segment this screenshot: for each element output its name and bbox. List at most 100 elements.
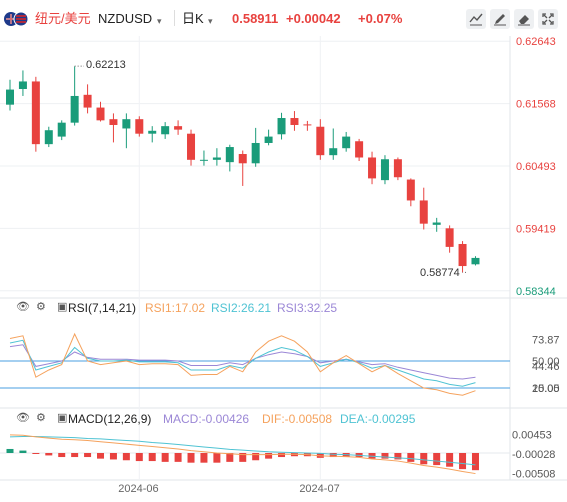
gear-icon[interactable]: ⚙: [36, 412, 46, 424]
candle-body: [6, 89, 14, 105]
macd-histogram-bar: [19, 450, 27, 453]
candle-body: [70, 95, 79, 123]
eraser-icon: [518, 15, 530, 26]
macd-histogram-bar: [407, 453, 415, 462]
macd-histogram-bar: [187, 453, 195, 463]
info-icon[interactable]: ▣: [57, 412, 68, 424]
candle-body: [432, 222, 441, 225]
time-axis: 2024-06 2024-07: [118, 483, 339, 495]
macd-histogram-bar: [58, 453, 66, 458]
rsi2-value: RSI2:26.21: [211, 301, 272, 315]
price-change: +0.00042: [286, 11, 341, 26]
rsi-tick-label: 44.46: [532, 361, 560, 373]
rsi-series: [0, 332, 510, 396]
rsi-title: RSI(7,14,21): [68, 301, 137, 315]
macd-histogram-bar: [200, 453, 208, 463]
period-selector[interactable]: 日K: [182, 11, 204, 26]
macd-histogram-bar: [97, 453, 105, 459]
macd-histogram-bar: [84, 453, 92, 458]
macd-histogram-bar: [239, 453, 247, 462]
macd-histogram-bar: [226, 453, 234, 462]
chevron-down-icon[interactable]: ▾: [208, 16, 213, 26]
macd-histogram-bar: [252, 453, 260, 461]
time-tick-label: 2024-07: [299, 483, 339, 495]
candle-body: [148, 130, 157, 134]
candle-body: [44, 130, 53, 145]
candle-body: [458, 243, 467, 267]
candle-body: [406, 179, 415, 201]
macd-histogram-bar: [329, 453, 337, 458]
candle-body: [471, 257, 480, 265]
candle-body: [212, 157, 221, 160]
candle-body: [445, 228, 454, 247]
toolbar: 纽元/美元 NZDUSD ▾ 日K ▾ 0.58911 +0.00042 +0.…: [0, 0, 567, 36]
macd-histogram-bar: [278, 453, 286, 458]
candle-body: [109, 119, 118, 125]
time-tick-label: 2024-06: [118, 483, 158, 495]
divider: [174, 10, 175, 26]
draw-tool-button[interactable]: [490, 9, 510, 29]
low-price-label: 0.58774: [420, 267, 460, 279]
fullscreen-button[interactable]: [538, 9, 558, 29]
rsi-tick-label: 20.00: [532, 383, 560, 395]
macd-histogram-bar: [433, 453, 441, 466]
indicator-chart-button[interactable]: [466, 9, 486, 29]
candle-body: [57, 122, 66, 137]
candle-body: [393, 159, 402, 178]
candle-body: [161, 126, 170, 135]
macd-histogram-bar: [135, 453, 143, 462]
rsi3-value: RSI3:32.25: [277, 301, 338, 315]
macd-histogram-bar: [109, 453, 117, 460]
candle-body: [122, 119, 131, 129]
candle-body: [368, 157, 377, 179]
candle-body: [187, 133, 196, 160]
candle-body: [277, 118, 286, 135]
candle-body: [264, 136, 273, 143]
macd-histogram-bar: [381, 453, 389, 459]
macd-histogram-bar: [71, 453, 79, 458]
macd-histogram-bar: [420, 453, 428, 465]
candlestick-series: [6, 65, 480, 273]
macd-histogram-bar: [161, 453, 169, 462]
candle-body: [380, 159, 389, 181]
candle-body: [303, 124, 312, 126]
macd-tick-label: -0.00028: [512, 449, 555, 461]
rsi-tick-label: 50.00: [532, 356, 560, 368]
price-tick-label: 0.58344: [516, 286, 556, 298]
candle-body: [18, 81, 27, 89]
visibility-icon[interactable]: 👁: [16, 301, 30, 313]
price-change-percent: +0.07%: [358, 11, 403, 26]
pencil-icon: [494, 14, 506, 26]
macd-histogram-bar: [174, 453, 182, 462]
candle-body: [225, 147, 234, 163]
last-price: 0.58911: [232, 11, 279, 26]
info-icon[interactable]: ▣: [57, 301, 68, 313]
price-axis: 0.62643 0.61568 0.60493 0.59419 0.58344: [516, 36, 556, 298]
macd-tick-label: 0.00453: [512, 430, 552, 442]
price-tick-label: 0.62643: [516, 36, 556, 48]
visibility-icon[interactable]: 👁: [16, 412, 30, 424]
price-tick-label: 0.59419: [516, 223, 556, 235]
price-tick-label: 0.61568: [516, 99, 556, 111]
rsi1-value: RSI1:17.02: [145, 301, 206, 315]
gear-icon[interactable]: ⚙: [36, 301, 46, 313]
macd-histogram-bar: [32, 453, 40, 454]
erase-button[interactable]: [514, 9, 534, 29]
macd-value: MACD:-0.00426: [163, 412, 250, 426]
macd-histogram-bar: [471, 453, 479, 471]
candle-body: [174, 126, 183, 130]
dif-line: [9, 434, 476, 475]
macd-tick-label: -0.00508: [512, 468, 555, 480]
macd-histogram-bar: [6, 448, 14, 453]
macd-histogram-bar: [122, 453, 130, 461]
rsi1-line: [9, 332, 476, 396]
candle-body: [316, 126, 325, 156]
pair-name-link[interactable]: 纽元/美元: [35, 11, 91, 26]
dea-value: DEA:-0.00295: [340, 412, 416, 426]
candle-body: [419, 200, 428, 224]
symbol-selector[interactable]: NZDUSD: [98, 11, 153, 26]
macd-histogram-bar: [459, 453, 467, 470]
chevron-down-icon[interactable]: ▾: [157, 16, 162, 26]
